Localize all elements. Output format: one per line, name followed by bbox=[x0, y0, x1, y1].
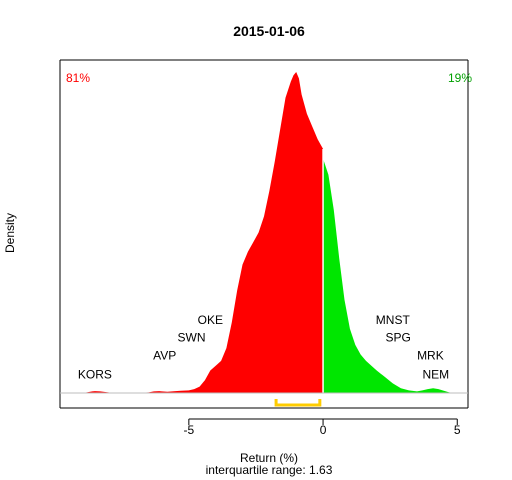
stock-label-oke: OKE bbox=[198, 313, 223, 327]
x-tick-label: 5 bbox=[454, 423, 461, 437]
left-percentage: 81% bbox=[66, 71, 90, 85]
stock-label-spg: SPG bbox=[386, 331, 411, 345]
positive-density-area bbox=[323, 158, 455, 393]
stock-label-avp: AVP bbox=[153, 348, 176, 362]
iqr-bracket bbox=[274, 399, 322, 407]
x-axis: -5 0 5 bbox=[184, 418, 461, 437]
stock-label-kors: KORS bbox=[78, 368, 112, 382]
chart-title: 2015-01-06 bbox=[233, 23, 305, 39]
y-axis-label: Density bbox=[3, 213, 17, 253]
stock-label-nem: NEM bbox=[422, 368, 449, 382]
x-tick-label: 0 bbox=[320, 423, 327, 437]
x-axis-label: Return (%) bbox=[240, 451, 298, 465]
stock-label-mnst: MNST bbox=[376, 313, 411, 327]
stock-label-swn: SWN bbox=[178, 331, 206, 345]
right-percentage: 19% bbox=[448, 71, 472, 85]
stock-label-mrk: MRK bbox=[417, 348, 444, 362]
plot-frame-group bbox=[59, 59, 469, 409]
x-tick-label: -5 bbox=[184, 423, 195, 437]
x-axis-ticks: -5 0 5 bbox=[184, 419, 461, 437]
negative-density-area bbox=[81, 72, 324, 393]
iqr-caption: interquartile range: 1.63 bbox=[206, 463, 333, 477]
